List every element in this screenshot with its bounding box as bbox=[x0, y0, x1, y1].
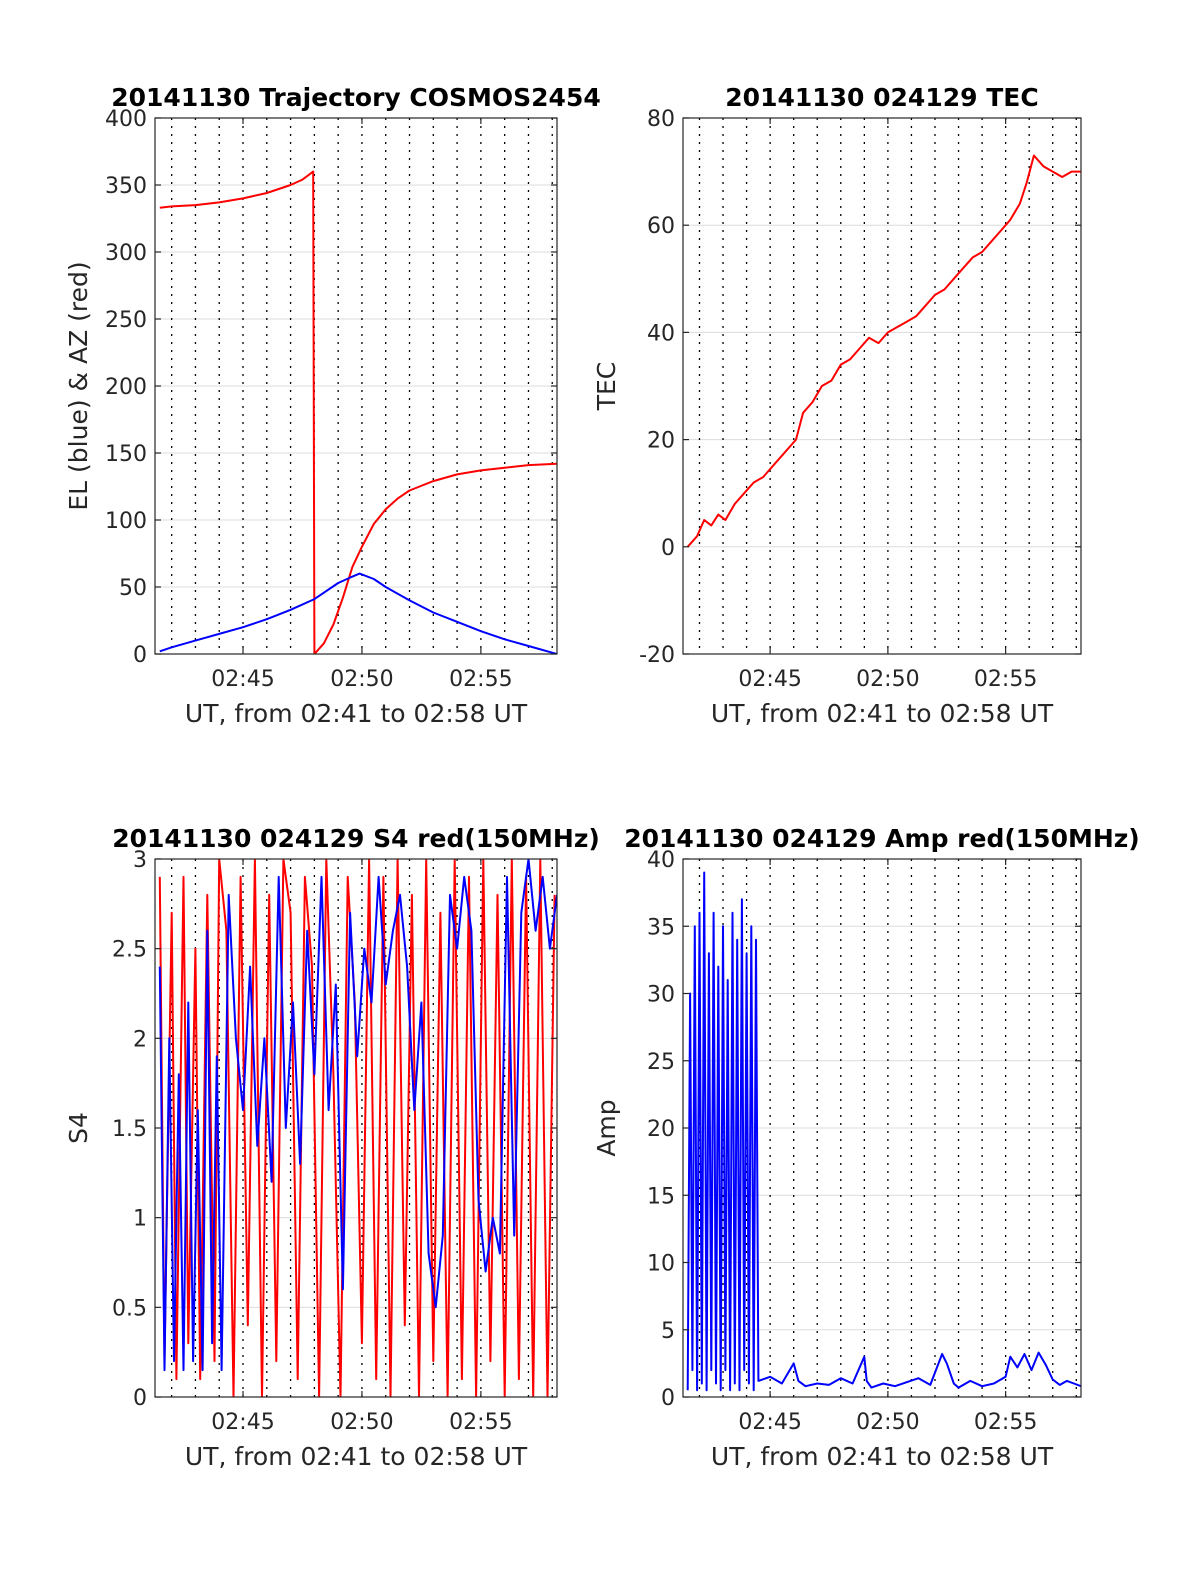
chart-s4: 0 0.5 1 1.5 2 2.5 3 02:45 02:50 02:55 20141130 024… bbox=[64, 824, 600, 1471]
chart-3-ytick-label: 15 bbox=[647, 1184, 675, 1209]
chart-3-ylabel: Amp bbox=[592, 1099, 621, 1156]
chart-2-ytick-label: 2.5 bbox=[112, 938, 147, 963]
chart-0-title: 20141130 Trajectory COSMOS2454 bbox=[111, 83, 601, 112]
chart-0-ytick-label: 200 bbox=[105, 375, 147, 400]
chart-3-title: 20141130 024129 Amp red(150MHz) bbox=[624, 824, 1140, 853]
chart-0-ytick-label: 350 bbox=[105, 174, 147, 199]
chart-3-xtick-label: 02:50 bbox=[856, 1410, 919, 1435]
chart-1-title: 20141130 024129 TEC bbox=[725, 83, 1038, 112]
chart-0-ytick-label: 300 bbox=[105, 241, 147, 266]
chart-0-ytick-label: 250 bbox=[105, 308, 147, 333]
chart-0-xlabel: UT, from 02:41 to 02:58 UT bbox=[185, 699, 528, 728]
chart-0-xtick-label: 02:55 bbox=[449, 667, 512, 692]
chart-1-ytick-label: 20 bbox=[647, 429, 675, 454]
chart-3-ytick-label: 40 bbox=[647, 848, 675, 873]
chart-1-ytick-label: 80 bbox=[647, 107, 675, 132]
chart-0-ytick-label: 50 bbox=[119, 576, 147, 601]
chart-trajectory: 0 50 100 150 200 250 300 350 400 02:45 02:50 02:55 2… bbox=[64, 83, 601, 728]
chart-1-xtick-label: 02:55 bbox=[974, 667, 1037, 692]
chart-2-ytick-label: 0.5 bbox=[112, 1296, 147, 1321]
chart-tec: -20 0 20 40 60 80 02:45 02:50 02:55 20141130 0241… bbox=[592, 83, 1082, 728]
chart-2-ytick-label: 3 bbox=[133, 848, 147, 873]
chart-0-xtick-label: 02:45 bbox=[211, 667, 274, 692]
chart-2-series-1-line bbox=[158, 859, 557, 1372]
chart-2-xtick-label: 02:55 bbox=[449, 1410, 512, 1435]
chart-2-xtick-label: 02:45 bbox=[211, 1410, 274, 1435]
chart-2-ytick-label: 1.5 bbox=[112, 1117, 147, 1142]
chart-3-ytick-label: 0 bbox=[661, 1386, 675, 1411]
chart-0-ytick-label: 100 bbox=[105, 509, 147, 534]
chart-1-xlabel: UT, from 02:41 to 02:58 UT bbox=[711, 699, 1054, 728]
chart-3-ytick-label: 20 bbox=[647, 1117, 675, 1142]
chart-0-series-1-line bbox=[159, 572, 557, 654]
chart-3-ytick-label: 35 bbox=[647, 915, 675, 940]
chart-0-ylabel: EL (blue) & AZ (red) bbox=[64, 261, 93, 510]
chart-3-series-0-line bbox=[686, 871, 1081, 1392]
chart-1-ytick-label: 0 bbox=[661, 536, 675, 561]
chart-1-xtick-label: 02:45 bbox=[738, 667, 801, 692]
chart-0-ytick-label: 150 bbox=[105, 442, 147, 467]
chart-0-series-0-line bbox=[159, 170, 557, 654]
chart-0-ytick-label: 0 bbox=[133, 643, 147, 668]
chart-0-ytick-label: 400 bbox=[105, 107, 147, 132]
chart-2-xlabel: UT, from 02:41 to 02:58 UT bbox=[185, 1442, 528, 1471]
chart-3-ytick-label: 25 bbox=[647, 1050, 675, 1075]
chart-2-ylabel: S4 bbox=[64, 1112, 93, 1144]
chart-1-ytick-label: -20 bbox=[639, 643, 675, 668]
chart-3-ytick-label: 5 bbox=[661, 1319, 675, 1344]
chart-2-ytick-label: 0 bbox=[133, 1386, 147, 1411]
chart-2-ytick-label: 2 bbox=[133, 1027, 147, 1052]
chart-1-plot-frame bbox=[682, 117, 1082, 655]
chart-2-title: 20141130 024129 S4 red(150MHz) bbox=[112, 824, 600, 853]
chart-1-xtick-label: 02:50 bbox=[856, 667, 919, 692]
chart-2-ytick-label: 1 bbox=[133, 1207, 147, 1232]
chart-3-xtick-label: 02:45 bbox=[738, 1410, 801, 1435]
chart-3-ytick-label: 30 bbox=[647, 983, 675, 1008]
chart-1-ylabel: TEC bbox=[592, 362, 621, 412]
chart-3-xtick-label: 02:55 bbox=[974, 1410, 1037, 1435]
chart-0-xtick-label: 02:50 bbox=[330, 667, 393, 692]
chart-3-xlabel: UT, from 02:41 to 02:58 UT bbox=[711, 1442, 1054, 1471]
chart-1-ytick-label: 60 bbox=[647, 214, 675, 239]
chart-1-series-0-line bbox=[686, 154, 1081, 548]
chart-amp: 0 5 10 15 20 25 30 35 40 02:45 02:50 02:55 20141130 … bbox=[592, 824, 1140, 1471]
chart-2-xtick-label: 02:50 bbox=[330, 1410, 393, 1435]
chart-1-ytick-label: 40 bbox=[647, 321, 675, 346]
chart-3-ytick-label: 10 bbox=[647, 1252, 675, 1277]
